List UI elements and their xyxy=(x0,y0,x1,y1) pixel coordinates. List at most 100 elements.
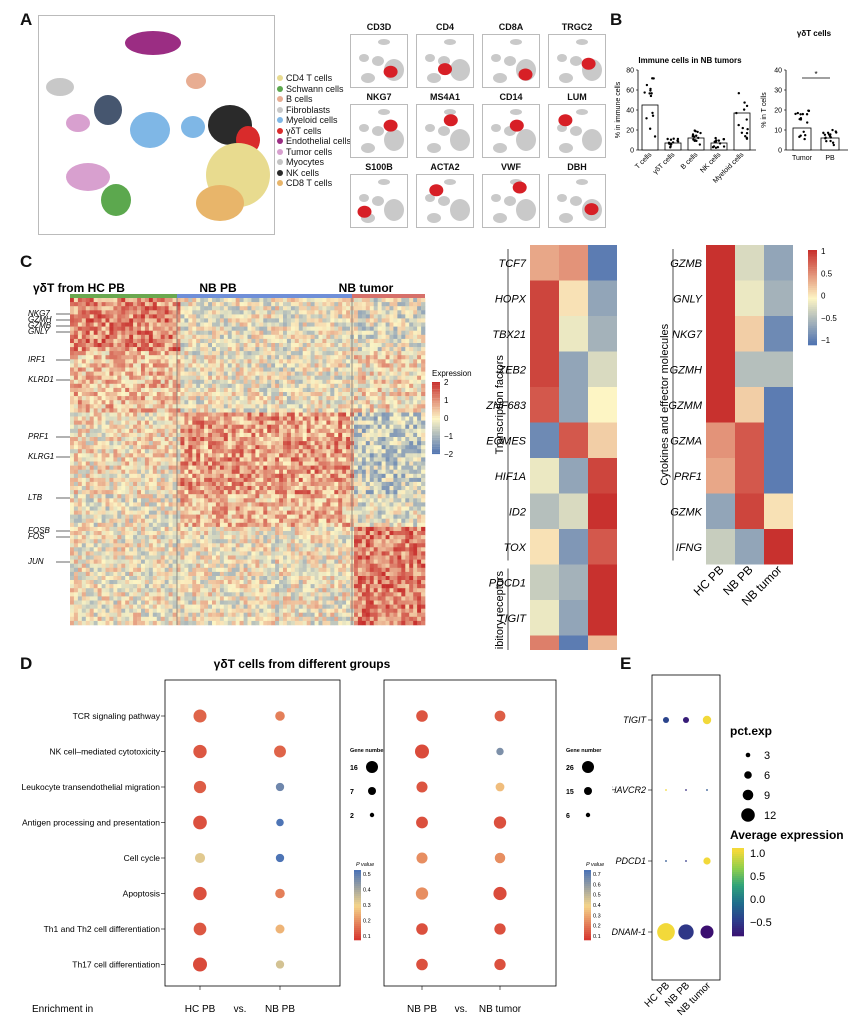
panel-label-a: A xyxy=(20,10,33,29)
chart-title: Immune cells in NB tumors xyxy=(638,56,742,65)
heatmap-cell xyxy=(342,420,347,425)
heatmap-cell xyxy=(152,461,158,466)
heatmap-cell xyxy=(365,441,371,446)
heatmap-cell xyxy=(381,412,386,417)
heatmap-cell xyxy=(365,432,371,438)
heatmap-cell xyxy=(314,359,319,364)
heatmap-cell xyxy=(97,465,102,470)
heatmap-cell xyxy=(275,387,280,393)
heatmap-cell xyxy=(89,351,94,356)
heatmap-cell xyxy=(401,432,406,438)
heatmap-cell xyxy=(168,367,173,372)
feature-umap xyxy=(548,34,606,88)
heatmap-cell xyxy=(365,371,371,376)
heatmap-cell xyxy=(381,437,386,442)
heatmap-cell xyxy=(137,306,142,311)
heatmap-cell xyxy=(361,375,367,381)
data-point xyxy=(698,143,702,146)
heatmap-cell xyxy=(129,396,134,401)
heatmap-cell xyxy=(176,359,181,364)
heatmap-cell xyxy=(77,375,83,381)
heatmap-cell xyxy=(255,334,260,340)
heatmap-cell xyxy=(405,412,410,417)
heatmap-cell xyxy=(263,486,268,491)
heatmap-cell xyxy=(204,486,209,491)
heatmap-cell xyxy=(334,424,339,430)
heatmap-cell xyxy=(286,383,292,389)
heatmap-cell xyxy=(70,314,75,319)
heatmap-cell xyxy=(286,347,292,352)
heatmap-cell xyxy=(152,498,158,503)
heatmap-cell xyxy=(286,457,292,462)
heatmap-cell xyxy=(255,490,260,495)
heatmap-cell xyxy=(334,326,339,331)
heatmap-cell xyxy=(93,392,98,397)
heatmap-cell xyxy=(204,375,209,381)
heatmap-cell xyxy=(176,473,181,479)
feature-umap xyxy=(416,174,474,228)
heatmap-cell xyxy=(192,481,197,487)
heatmap-cell xyxy=(401,351,406,356)
feature-gene-label: CD14 xyxy=(499,92,523,102)
heatmap-cell xyxy=(286,400,292,405)
heatmap-cell xyxy=(121,445,126,450)
heatmap-cell xyxy=(377,477,382,483)
heatmap-cell xyxy=(223,449,229,454)
heatmap-cell xyxy=(275,416,280,421)
heatmap-cell xyxy=(204,310,209,315)
heatmap-cell xyxy=(227,486,233,491)
heatmap-cell xyxy=(271,465,276,470)
heatmap-cell xyxy=(290,347,296,352)
heatmap-cell xyxy=(413,383,418,389)
heatmap-cell xyxy=(326,363,331,368)
heatmap-cell xyxy=(385,338,390,344)
heatmap-cell xyxy=(283,477,288,483)
heatmap-cell xyxy=(204,347,209,352)
heatmap-cell xyxy=(389,306,394,311)
heatmap-cell xyxy=(322,400,327,405)
heatmap-cell xyxy=(133,371,138,376)
heatmap-cell xyxy=(381,424,386,430)
legend-label: Fibroblasts xyxy=(286,104,331,115)
heatmap-cell xyxy=(85,326,91,331)
heatmap-cell xyxy=(298,404,304,409)
heatmap-cell xyxy=(361,383,367,389)
heatmap-cell xyxy=(286,355,292,360)
heatmap-cell xyxy=(330,310,335,315)
heatmap-cell xyxy=(117,408,122,413)
heatmap-cell xyxy=(330,396,335,401)
legend-item: Myocytes xyxy=(277,157,351,168)
heatmap-cell xyxy=(89,424,94,430)
heatmap-cell xyxy=(405,449,410,454)
heatmap-cell xyxy=(148,355,154,360)
heatmap-cell xyxy=(223,347,229,352)
heatmap-cell xyxy=(223,314,229,319)
heatmap-cell xyxy=(93,371,98,376)
heatmap-cell xyxy=(192,383,197,389)
heatmap-cell xyxy=(405,428,410,434)
heatmap-cell xyxy=(192,371,197,376)
heatmap-cell xyxy=(247,428,252,434)
heatmap-cell xyxy=(322,404,327,409)
heatmap-cell xyxy=(346,355,351,360)
heatmap-cell xyxy=(141,359,146,364)
heatmap-cell xyxy=(421,310,426,315)
heatmap-cell xyxy=(172,449,177,454)
heatmap-cell xyxy=(129,453,134,458)
heatmap-cell xyxy=(204,322,209,327)
heatmap-cell xyxy=(227,412,233,417)
heatmap-cell xyxy=(160,510,165,515)
heatmap-cell xyxy=(318,473,323,479)
heatmap-cell xyxy=(215,441,221,446)
heatmap-cell xyxy=(286,432,292,438)
heatmap-cell xyxy=(89,494,94,499)
heatmap-cell xyxy=(302,334,307,340)
heatmap-cell xyxy=(259,367,264,372)
heatmap-cell xyxy=(93,465,98,470)
heatmap-cell xyxy=(290,396,296,401)
heatmap-cell xyxy=(97,363,102,368)
heatmap-cell xyxy=(298,498,304,503)
heatmap-cell xyxy=(306,383,311,389)
heatmap-cell xyxy=(73,404,79,409)
data-point xyxy=(667,141,671,145)
